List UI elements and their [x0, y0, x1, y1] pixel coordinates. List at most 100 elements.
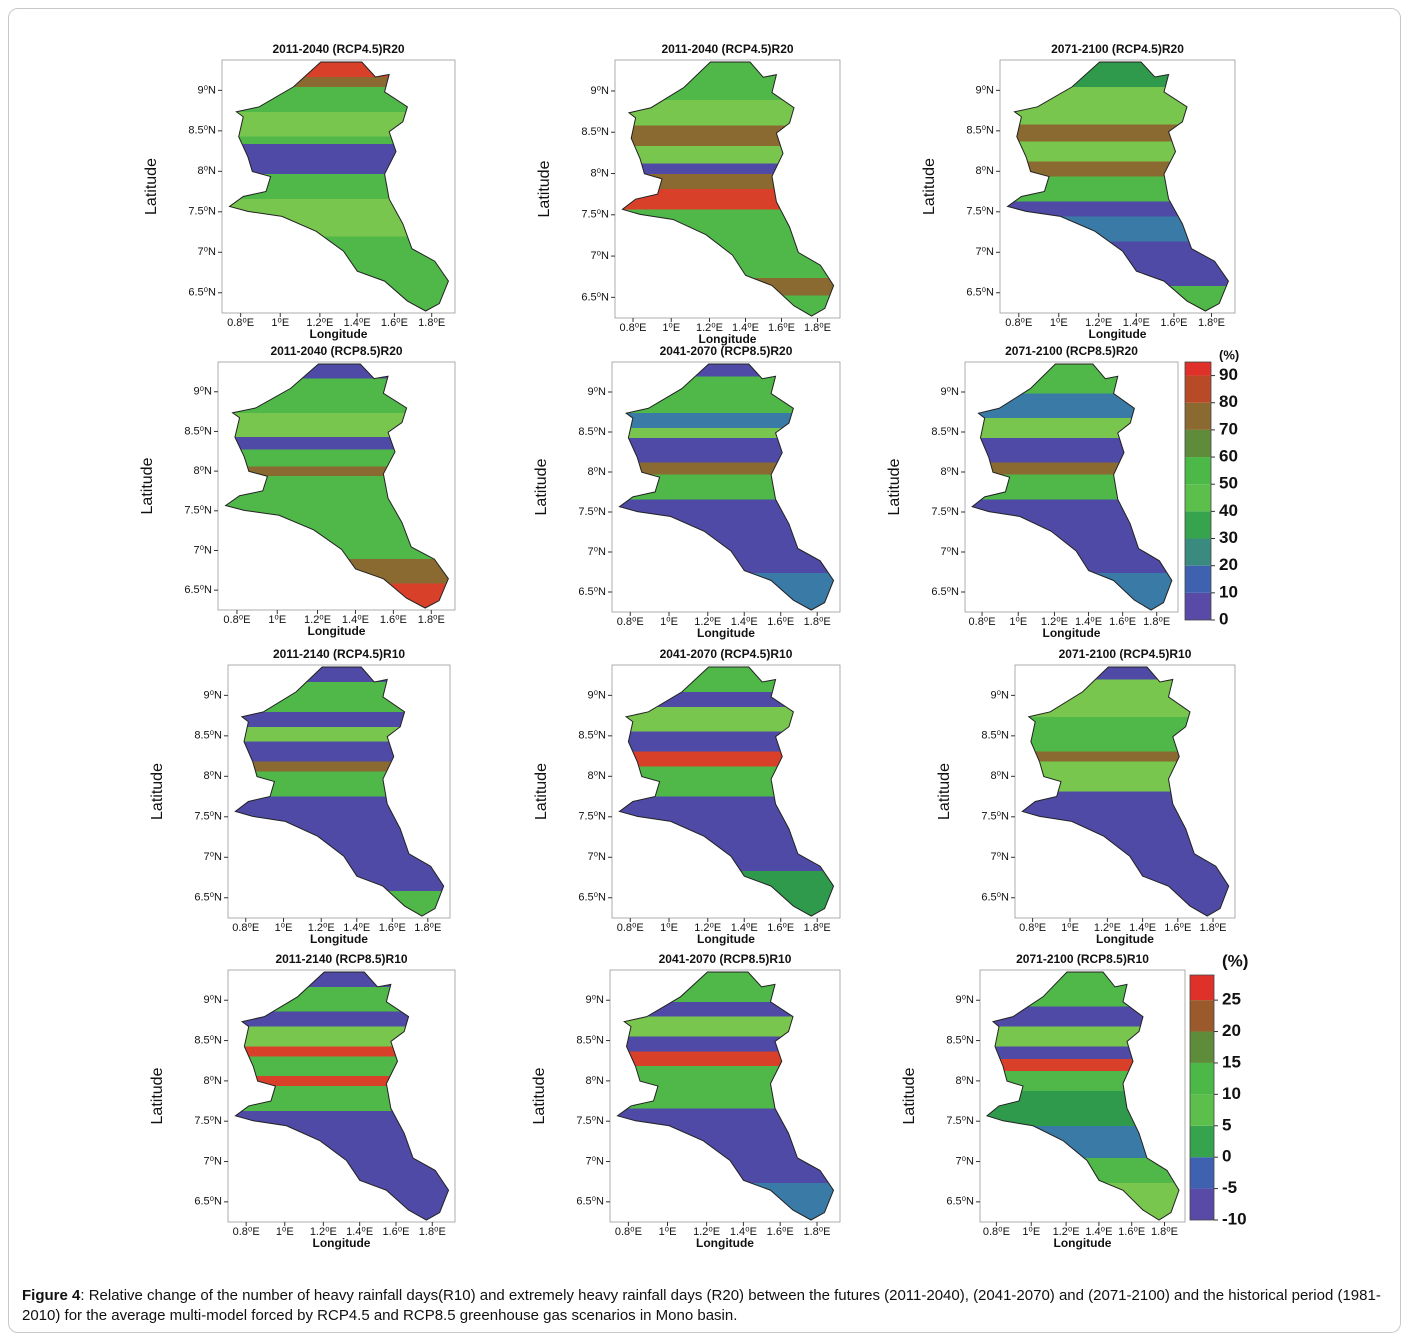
colorbar-frame — [1189, 974, 1215, 1221]
x-tick-label: 1.4⁰E — [346, 1226, 373, 1238]
colorbar-tick-label: 90 — [1219, 365, 1238, 384]
axes-frame — [979, 969, 1186, 1223]
x-tick-label: 1.8⁰E — [1199, 922, 1226, 934]
colorbar-frame — [1184, 361, 1212, 621]
y-tick-label: 7⁰N — [204, 1155, 223, 1167]
colorbar-segment — [1190, 1031, 1214, 1063]
x-tick-label: 1.4⁰E — [1123, 317, 1150, 329]
x-tick-label: 1.4⁰E — [732, 322, 759, 334]
x-tick-label: 1.4⁰E — [731, 616, 758, 628]
y-tick-label: 7.5⁰N — [981, 811, 1009, 823]
colorbar-tick-label: 0 — [1222, 1147, 1231, 1166]
x-tick-label: 1⁰E — [1050, 317, 1068, 329]
y-tick-label: 7⁰N — [198, 246, 217, 258]
x-tick-label: 0.8⁰E — [617, 922, 644, 934]
y-tick-label: 9⁰N — [588, 689, 607, 701]
basin-map — [228, 61, 450, 312]
x-axis-label: Longitude — [1054, 1236, 1112, 1250]
y-tick-label: 9⁰N — [204, 994, 223, 1006]
axes-frame — [614, 59, 841, 319]
y-tick-label: 8⁰N — [204, 770, 223, 782]
panel-title: 2071-2100 (RCP4.5)R10 — [1059, 647, 1192, 661]
colorbar-tick-label: 70 — [1219, 419, 1238, 438]
caption: Figure 4: Relative change of the number … — [22, 1286, 1392, 1326]
y-axis-label: Latitude — [139, 457, 156, 514]
x-tick-label: 1.8⁰E — [804, 616, 831, 628]
x-tick-label: 0.8⁰E — [619, 322, 646, 334]
colorbar-segment — [1185, 484, 1211, 512]
y-tick-label: 7.5⁰N — [184, 505, 212, 517]
x-axis-label: Longitude — [313, 1236, 371, 1250]
y-tick-label: 9⁰N — [198, 84, 217, 96]
x-tick-label: 1.8⁰E — [418, 614, 445, 626]
x-tick-label: 0.8⁰E — [617, 616, 644, 628]
x-tick-label: 1.8⁰E — [1143, 616, 1170, 628]
x-tick-label: 1.2⁰E — [1053, 1226, 1080, 1238]
colorbar-segment — [1190, 1062, 1214, 1095]
y-tick-label: 7.5⁰N — [966, 206, 994, 218]
y-tick-label: 6.5⁰N — [188, 287, 216, 299]
colorbar-tick-label: 50 — [1219, 474, 1238, 493]
x-tick-label: 1.6⁰E — [767, 922, 794, 934]
y-tick-label: 8.5⁰N — [184, 425, 212, 437]
x-tick-label: 0.8⁰E — [615, 1226, 642, 1238]
y-tick-label: 8⁰N — [976, 165, 995, 177]
colorbar-tick-label: 0 — [1219, 609, 1228, 628]
y-tick-label: 7⁰N — [588, 851, 607, 863]
axes-frame — [227, 969, 456, 1223]
y-axis-label: Latitude — [149, 1067, 166, 1124]
y-tick-label: 6.5⁰N — [931, 586, 959, 598]
y-tick-label: 8.5⁰N — [946, 1034, 974, 1046]
colorbar-segment — [1190, 1000, 1214, 1032]
x-axis-label: Longitude — [308, 624, 366, 638]
x-tick-label: 1.2⁰E — [694, 922, 721, 934]
y-tick-label: 8.5⁰N — [981, 730, 1009, 742]
axes-frame — [217, 361, 456, 611]
x-tick-label: 1⁰E — [268, 614, 286, 626]
panel-title: 2011-2040 (RCP4.5)R20 — [272, 42, 404, 56]
basin-map — [618, 666, 835, 917]
colorbar-tick-label: 10 — [1222, 1084, 1241, 1103]
x-axis-label: Longitude — [696, 1236, 754, 1250]
colorbar-unit: (%) — [1219, 347, 1239, 362]
y-tick-label: 8⁰N — [591, 167, 610, 179]
y-tick-label: 8⁰N — [941, 466, 960, 478]
y-tick-label: 9⁰N — [941, 386, 960, 398]
y-tick-label: 8.5⁰N — [966, 125, 994, 137]
y-tick-label: 8.5⁰N — [194, 730, 222, 742]
colorbar-segment — [1185, 565, 1211, 593]
caption-label: Figure 4 — [22, 1287, 81, 1304]
x-tick-label: 1.8⁰E — [418, 317, 445, 329]
x-tick-label: 1.4⁰E — [1085, 1226, 1112, 1238]
y-axis-label: Latitude — [936, 763, 953, 820]
x-tick-label: 1.4⁰E — [344, 317, 371, 329]
colorbar-tick-label: 30 — [1219, 528, 1238, 547]
x-tick-label: 1.4⁰E — [730, 1226, 757, 1238]
basin-map — [621, 61, 835, 317]
y-axis-label: Latitude — [533, 458, 550, 515]
y-tick-label: 7.5⁰N — [194, 811, 222, 823]
x-tick-label: 1.6⁰E — [767, 616, 794, 628]
y-axis-label: Latitude — [531, 1067, 548, 1124]
y-tick-label: 8⁰N — [956, 1075, 975, 1087]
basin-map — [234, 666, 445, 917]
x-tick-label: 1⁰E — [662, 322, 680, 334]
basin-map — [234, 971, 450, 1221]
y-tick-label: 7⁰N — [194, 544, 213, 556]
x-axis-label: Longitude — [310, 932, 368, 946]
panel-title: 2071-2100 (RCP4.5)R20 — [1051, 42, 1184, 56]
colorbar-tick-label: 15 — [1222, 1052, 1241, 1071]
x-tick-label: 1.6⁰E — [1164, 922, 1191, 934]
basin-map — [985, 971, 1180, 1221]
basin-map — [1021, 666, 1230, 917]
y-tick-label: 6.5⁰N — [576, 1196, 604, 1208]
y-tick-label: 8⁰N — [588, 466, 607, 478]
y-tick-label: 9⁰N — [976, 84, 995, 96]
x-tick-label: 1.8⁰E — [804, 922, 831, 934]
y-axis-label: Latitude — [149, 763, 166, 820]
colorbar-segment — [1185, 457, 1211, 485]
panel-title: 2041-2070 (RCP8.5)R20 — [660, 344, 793, 358]
x-tick-label: 1.2⁰E — [694, 616, 721, 628]
x-tick-label: 1.2⁰E — [310, 1226, 337, 1238]
x-tick-label: 1.6⁰E — [767, 1226, 794, 1238]
